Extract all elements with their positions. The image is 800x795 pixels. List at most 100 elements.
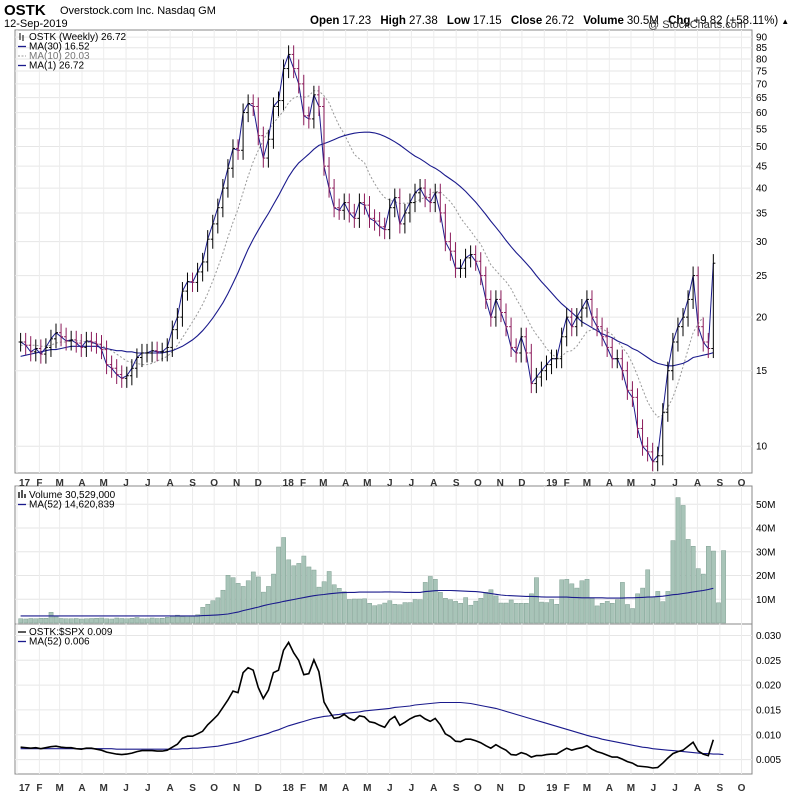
volume-bar [392,603,398,624]
series-lines [20,52,724,769]
month-label-bottom: J [123,783,129,794]
month-label-bottom: J [145,783,151,794]
price-tick-label: 85 [756,43,768,54]
month-label-bottom: O [738,783,746,794]
volume-bar [250,571,256,624]
volume-bar [205,603,211,624]
volume-bar [453,601,458,624]
high-label: High [380,15,406,27]
volume-bar [321,581,327,624]
month-label-bottom: S [716,783,723,794]
open-label: Open [310,15,340,27]
volume-bar [154,618,160,624]
volume-bar [134,617,140,624]
volume-label: Volume [583,15,624,27]
volume-bar [170,615,175,624]
month-label-top: A [606,478,613,489]
volume-bar [650,596,656,624]
legend-entry: MA(30) 16.52 [29,42,90,53]
low-value: 17.15 [472,15,502,27]
volume-bar [599,603,605,624]
month-label-bottom: 18 [283,783,295,794]
volume-bar [124,618,130,624]
month-label-bottom: M [100,783,108,794]
month-label-top: J [409,478,415,489]
volume-bar [73,618,79,624]
change-value: +9.82 (+58.11%) [693,15,779,27]
legend-entry: OSTK (Weekly) 26.72 [29,32,127,43]
volume-bar [286,559,292,624]
low-label: Low [446,15,470,27]
volume-bar [458,603,463,624]
change-up-arrow-icon: ▲ [781,17,790,26]
volume-bar [463,597,469,624]
volume-bar [271,573,276,624]
volume-bar [402,602,408,624]
price-tick-label: 50 [756,142,768,153]
month-label-bottom: F [300,783,306,794]
volume-bar [210,600,216,624]
price-tick-label: 75 [756,67,768,78]
volume-bar [68,618,74,624]
ratio-tick-label: 0.030 [756,631,781,642]
volume-bar [574,587,580,624]
month-label-top: A [167,478,174,489]
volume-tick-label: 30M [756,547,775,558]
volume-bar [235,583,241,624]
ratio-tick-label: 0.015 [756,705,781,716]
month-label-top: S [189,478,196,489]
volume-bar [89,618,94,624]
price-bars [18,45,716,472]
volume-bar [38,618,44,624]
volume-bar [518,603,524,624]
volume-bar [215,597,221,624]
volume-bar [716,602,721,624]
volume-bar [18,618,24,624]
month-label-bottom: D [255,783,262,794]
month-label-bottom: S [453,783,460,794]
month-label-top: 19 [546,478,558,489]
month-label-bottom: A [342,783,349,794]
volume-bar [554,603,560,624]
month-label-top: F [36,478,42,489]
volume-bar [119,618,125,624]
volume-bar [164,617,170,624]
volume-bar [523,603,529,624]
month-label-bottom: N [233,783,240,794]
volume-bar [139,618,145,624]
volume-bar [564,579,570,624]
ratio-tick-label: 0.020 [756,681,781,692]
volume-bar [478,598,484,624]
volume-bar [149,617,155,624]
volume-bar [711,550,716,624]
month-label-bottom: J [409,783,415,794]
price-tick-label: 35 [756,208,768,219]
volume-bar [635,593,640,624]
ma10-line [20,90,704,418]
volume-bar [58,618,64,624]
volume-bar [109,618,115,624]
month-label-top: M [100,478,108,489]
volume-bar [412,599,418,624]
volume-bar [670,540,676,624]
month-label-top: J [123,478,129,489]
ratio-panel-frame [14,623,753,775]
volume-bar [387,600,393,624]
volume-tick-label: 10M [756,595,775,606]
volume-bar [407,602,413,624]
company-name: Overstock.com Inc. Nasdaq GM [60,5,216,17]
volume-bar [63,618,69,624]
price-panel-frame [14,29,753,474]
legend-entry: MA(1) 26.72 [29,61,84,72]
month-label-top: N [497,478,504,489]
month-label-bottom: A [694,783,701,794]
month-label-top: N [233,478,240,489]
month-label-top: M [319,478,327,489]
month-label-bottom: F [36,783,42,794]
legend-entry: Volume 30,529,000 [29,490,116,501]
volume-bar [695,568,701,624]
volume-bar [326,571,332,624]
month-label-bottom: O [210,783,218,794]
volume-bar [382,602,388,624]
price-tick-label: 15 [756,366,768,377]
